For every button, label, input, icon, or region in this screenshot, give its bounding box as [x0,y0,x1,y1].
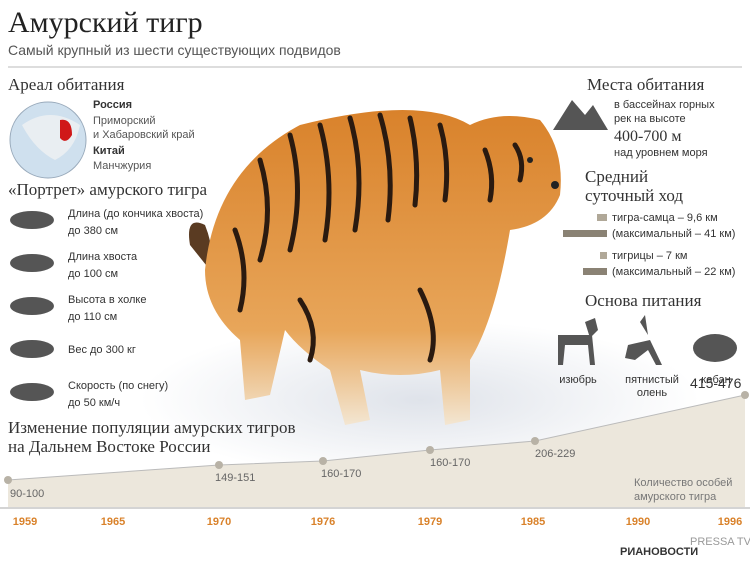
places-altitude: 400-700 м [614,128,681,145]
year-label: 1970 [207,516,231,528]
title: Амурский тигр [8,6,203,39]
portrait-item: Длина хвоста [68,251,138,263]
watermark: PRESSA TV [690,536,750,548]
travel-item: (максимальный – 22 км) [612,266,735,278]
year-labels: 1959 1965 1970 1976 1979 1985 1990 1996 [13,516,742,528]
travel-item: тигрицы – 7 км [612,250,687,262]
population-points: 90-100 149-151 160-170 160-170 206-229 415-47… [4,375,749,500]
portrait-icon [10,340,54,358]
food-item: олень [637,387,667,399]
population-point [4,476,12,484]
population-line [7,394,746,481]
portrait-item: до 110 см [68,311,117,323]
travel-bar [597,214,607,221]
subtitle: Самый крупный из шести существующих подв… [8,42,341,58]
population-point [531,437,539,445]
portrait-item: до 380 см [68,225,118,237]
food-item: изюбрь [559,374,597,386]
places-title: Места обитания [587,75,704,94]
year-label: 1996 [718,516,742,528]
mountain-icon [553,100,608,130]
source: РИАНОВОСТИ [620,546,698,558]
portrait-icon [10,383,54,401]
travel-title: суточный ход [585,186,683,205]
habitat-region: Приморский [93,115,156,127]
year-label: 1979 [418,516,442,528]
portrait-icon [10,297,54,315]
travel-item: (максимальный – 41 км) [612,228,735,240]
population-area [8,395,745,507]
year-label: 1965 [101,516,125,528]
population-title: Изменение популяции амурских тигров [8,418,295,437]
population-label: 206-229 [535,448,575,460]
portrait-icon [10,254,54,272]
places-line: рек на высоте [614,113,686,125]
population-label: 415-476 [690,375,742,391]
population-note: Количество особей [634,477,732,489]
places-line: над уровнем моря [614,147,708,159]
year-label: 1990 [626,516,650,528]
food-title: Основа питания [585,291,702,310]
travel-bar [563,230,607,237]
year-label: 1985 [521,516,545,528]
portrait-item: до 100 см [68,268,118,280]
portrait-item: Скорость (по снегу) [68,380,168,392]
habitat-region: и Хабаровский край [93,129,195,141]
places-line: в бассейнах горных [614,99,715,111]
portrait-item: Вес до 300 кг [68,344,136,356]
portrait-icon [10,211,54,229]
portrait-list: Длина (до кончика хвоста) до 380 см Длина … [10,208,203,409]
range [60,119,72,141]
portrait-item: Длина (до кончика хвоста) [68,208,203,220]
population-label: 160-170 [321,468,361,480]
travel-item: тигра-самца – 9,6 км [612,212,718,224]
habitat-china: Китай [93,145,125,157]
food-icons [558,315,737,365]
portrait-item: до 50 км/ч [68,397,120,409]
population-point [319,457,327,465]
food-item: кабан [701,374,730,386]
habitat-title: Ареал обитания [8,75,125,94]
population-title: на Дальнем Востоке России [8,437,210,456]
population-label: 90-100 [10,488,44,500]
travel-title: Средний [585,167,648,186]
population-point [215,461,223,469]
year-label: 1959 [13,516,37,528]
population-label: 149-151 [215,472,255,484]
population-point [426,446,434,454]
travel-bar [583,268,607,275]
population-note: амурского тигра [634,491,717,503]
food-item: пятнистый [625,374,679,386]
portrait-title: «Портрет» амурского тигра [8,180,207,199]
population-label: 160-170 [430,457,470,469]
tiger [189,110,561,425]
population-point [741,391,749,399]
portrait-item: Высота в холке [68,294,146,306]
habitat-region: Манчжурия [93,160,151,172]
year-label: 1976 [311,516,335,528]
habitat-russia: Россия [93,99,132,111]
travel-bar [600,252,607,259]
